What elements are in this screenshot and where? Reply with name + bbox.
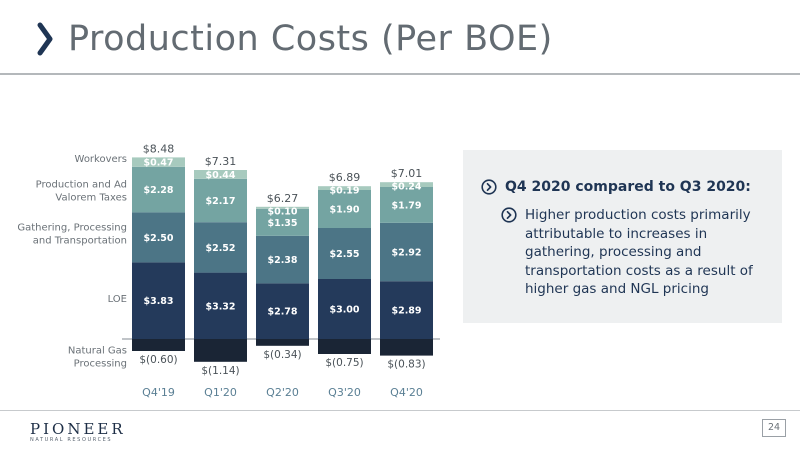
negative-value-label: $(0.60) <box>139 354 177 366</box>
segment-value-label: $3.83 <box>143 296 173 307</box>
panel-heading-row: Q4 2020 compared to Q3 2020: <box>481 179 751 195</box>
footer-divider <box>0 410 800 411</box>
bar-segment-loe <box>132 262 185 339</box>
segment-value-label: $0.44 <box>205 170 235 181</box>
legend-label-natural-gas-processing: Natural Gas <box>68 346 127 357</box>
segment-value-label: $2.50 <box>143 233 173 244</box>
segment-value-label: $0.24 <box>391 182 421 193</box>
category-tick-label: Q1'20 <box>204 386 237 399</box>
bar-total-label: $7.31 <box>205 155 237 168</box>
title-row: Production Costs (Per BOE) <box>34 14 553 64</box>
bar-segment-natural-gas-processing <box>256 339 309 346</box>
bar-segment-workovers <box>318 186 371 190</box>
segment-value-label: $1.35 <box>267 218 297 229</box>
legend-label-loe: LOE <box>108 294 127 305</box>
bar-segment-gathering <box>380 222 433 282</box>
category-tick-label: Q4'20 <box>390 386 423 399</box>
page-number: 24 <box>762 419 786 437</box>
chevron-right-icon <box>37 22 53 56</box>
legend-label-gathering: and Transportation <box>33 236 127 247</box>
segment-value-label: $2.78 <box>267 307 297 318</box>
bar-segment-gathering <box>194 222 247 273</box>
segment-value-label: $0.10 <box>267 206 297 217</box>
bar-total-label: $6.27 <box>267 192 299 205</box>
bar-segment-natural-gas-processing <box>380 339 433 356</box>
bar-total-label: $6.89 <box>329 171 361 184</box>
segment-value-label: $0.19 <box>329 186 359 197</box>
bar-segment-taxes <box>194 178 247 223</box>
segment-value-label: $2.28 <box>143 185 173 196</box>
logo-tagline: NATURAL RESOURCES <box>30 437 113 443</box>
segment-value-label: $2.52 <box>205 243 235 254</box>
segment-value-label: $1.79 <box>391 200 421 211</box>
legend-label-taxes: Valorem Taxes <box>55 193 127 204</box>
legend-label-gathering: Gathering, Processing <box>17 223 127 234</box>
bar-segment-gathering <box>318 228 371 279</box>
circle-chevron-icon <box>501 207 517 223</box>
bar-segment-workovers <box>194 170 247 179</box>
bar-segment-workovers <box>380 182 433 187</box>
negative-value-label: $(0.34) <box>263 349 301 361</box>
company-logo: PIONEER NATURAL RESOURCES <box>30 420 126 443</box>
negative-value-label: $(0.75) <box>325 357 363 369</box>
segment-value-label: $2.17 <box>205 196 235 207</box>
segment-value-label: $2.55 <box>329 249 359 260</box>
production-costs-chart: $(0.60) $3.83 $2.50 $2.28 $0.47 $8.48 Q4'19 $(1… <box>17 142 440 399</box>
commentary-panel: Q4 2020 compared to Q3 2020: Higher prod… <box>463 150 782 323</box>
negative-value-label: $(1.14) <box>201 365 239 377</box>
page-title: Production Costs (Per BOE) <box>68 19 553 59</box>
category-tick-label: Q3'20 <box>328 386 361 399</box>
bar-segment-natural-gas-processing <box>318 339 371 354</box>
bar-segment-natural-gas-processing <box>132 339 185 351</box>
category-tick-label: Q2'20 <box>266 386 299 399</box>
title-divider <box>0 73 800 75</box>
bar-segment-taxes <box>380 187 433 223</box>
circle-chevron-icon <box>481 179 497 195</box>
bar-segment-loe <box>194 272 247 339</box>
bar-segment-taxes <box>256 208 309 236</box>
segment-value-label: $1.90 <box>329 205 359 216</box>
segment-value-label: $0.47 <box>143 158 173 169</box>
bar-segment-natural-gas-processing <box>194 339 247 362</box>
bar-total-label: $8.48 <box>143 142 175 155</box>
segment-value-label: $2.89 <box>391 306 421 317</box>
bar-segment-taxes <box>132 166 185 213</box>
legend-label-taxes: Production and Ad <box>36 180 127 191</box>
segment-value-label: $2.38 <box>267 255 297 266</box>
bar-segment-taxes <box>318 190 371 228</box>
segment-value-label: $3.00 <box>329 305 359 316</box>
legend-label-workovers: Workovers <box>75 154 127 165</box>
panel-bullet-text: Higher production costs primarily attrib… <box>525 207 753 297</box>
bar-segment-loe <box>380 281 433 339</box>
panel-heading: Q4 2020 compared to Q3 2020: <box>505 179 751 195</box>
bar-segment-workovers <box>132 157 185 167</box>
bar-segment-loe <box>256 283 309 339</box>
negative-value-label: $(0.83) <box>387 359 425 371</box>
bar-segment-loe <box>318 279 371 339</box>
bar-segment-gathering <box>256 235 309 284</box>
bar-total-label: $7.01 <box>391 167 423 180</box>
panel-bullet-row: Higher production costs primarily attrib… <box>501 206 771 299</box>
segment-value-label: $2.92 <box>391 248 421 259</box>
bar-segment-gathering <box>132 212 185 263</box>
logo-wordmark: PIONEER <box>30 420 126 438</box>
bar-segment-workovers <box>256 206 309 209</box>
category-tick-label: Q4'19 <box>142 386 175 399</box>
segment-value-label: $3.32 <box>205 301 235 312</box>
legend-label-natural-gas-processing: Processing <box>74 359 127 370</box>
